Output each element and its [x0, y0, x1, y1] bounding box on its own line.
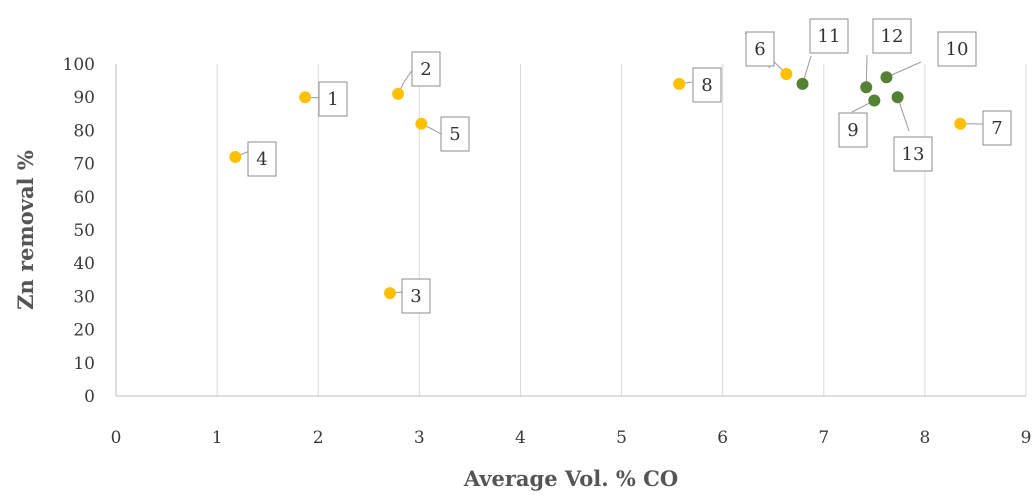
x-tick-label: 9: [1021, 428, 1032, 448]
data-label-box: [401, 278, 431, 314]
data-point-5: [415, 117, 428, 130]
x-tick-label: 1: [212, 428, 223, 448]
data-label-13: 13: [902, 144, 925, 165]
data-label-box: [937, 31, 977, 67]
data-point-4: [229, 150, 242, 163]
data-label-box: [440, 116, 470, 152]
data-point-10: [880, 71, 893, 84]
data-point-8: [673, 77, 686, 90]
data-label-box: [982, 110, 1012, 146]
data-label-box: [809, 18, 849, 54]
x-axis-title: Average Vol. % CO: [463, 466, 678, 491]
y-tick-label: 40: [73, 254, 95, 274]
data-point-12: [860, 81, 873, 94]
y-tick-label: 90: [73, 88, 95, 108]
data-points: [229, 67, 967, 300]
data-label-12: 12: [881, 26, 904, 47]
data-label-box: [838, 112, 868, 148]
x-tick-label: 5: [616, 428, 627, 448]
x-tick-label: 8: [919, 428, 930, 448]
data-label-2: 2: [420, 59, 431, 80]
y-tick-label: 10: [73, 354, 95, 374]
data-label-box: [247, 141, 277, 177]
x-tick-label: 2: [313, 428, 324, 448]
y-tick-label: 100: [63, 55, 95, 75]
data-label-leader: [886, 61, 922, 78]
data-point-6: [780, 67, 793, 80]
x-tick-label: 0: [111, 428, 122, 448]
data-label-8: 8: [701, 75, 712, 96]
data-point-2: [392, 87, 405, 100]
y-tick-label: 80: [73, 121, 95, 141]
data-label-11: 11: [818, 26, 841, 47]
data-label-box: [318, 81, 348, 117]
data-label-6: 6: [754, 39, 765, 60]
data-label-box: [745, 31, 775, 67]
data-point-11: [796, 77, 809, 90]
data-label-box: [872, 18, 912, 54]
data-label-box: [692, 67, 722, 103]
data-label-1: 1: [327, 89, 338, 110]
data-label-4: 4: [256, 149, 267, 170]
y-tick-label: 0: [84, 387, 95, 407]
data-label-5: 5: [449, 124, 460, 145]
y-tick-label: 50: [73, 221, 95, 241]
y-tick-label: 30: [73, 287, 95, 307]
x-tick-label: 7: [818, 428, 829, 448]
data-point-13: [891, 91, 904, 104]
data-point-7: [954, 117, 967, 130]
y-tick-label: 20: [73, 321, 95, 341]
data-point-1: [299, 91, 312, 104]
data-label-9: 9: [847, 120, 858, 141]
data-label-7: 7: [991, 118, 1002, 139]
data-label-10: 10: [946, 39, 969, 60]
data-label-box: [893, 136, 933, 172]
label-leader-lines: [235, 32, 984, 294]
data-label-box: [411, 51, 441, 87]
x-tick-label: 3: [414, 428, 425, 448]
data-point-3: [384, 287, 397, 300]
data-label-3: 3: [410, 286, 421, 307]
data-point-9: [868, 94, 881, 107]
y-tick-label: 60: [73, 188, 95, 208]
y-tick-label: 70: [73, 155, 95, 175]
x-tick-label: 4: [515, 428, 526, 448]
y-axis-title: Zn removal %: [13, 150, 38, 310]
x-tick-label: 6: [717, 428, 728, 448]
